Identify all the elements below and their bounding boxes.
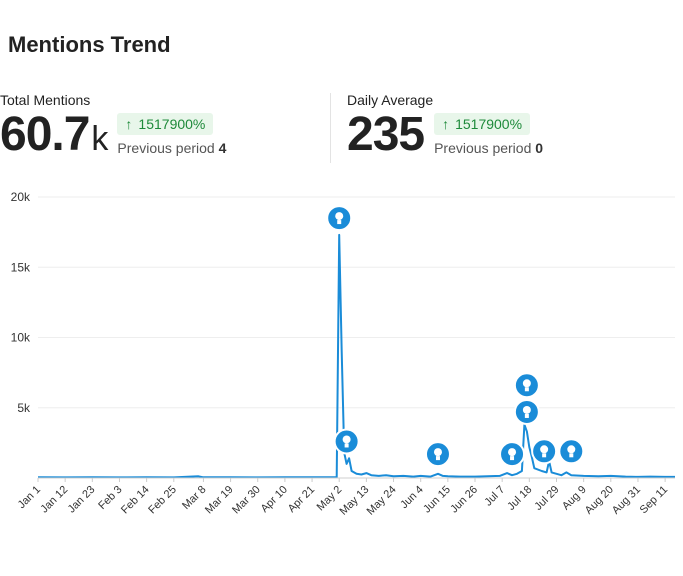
arrow-up-icon: ↑ <box>125 116 133 132</box>
lightbulb-icon <box>342 435 351 444</box>
lightbulb-base <box>524 387 529 392</box>
total-mentions-label: Total Mentions <box>0 92 91 108</box>
x-tick-label: Jun 15 <box>421 484 453 516</box>
lightbulb-icon <box>335 212 344 221</box>
y-tick-label: 5k <box>17 401 31 415</box>
x-tick-label: Feb 25 <box>146 484 179 517</box>
x-tick-label: Mar 19 <box>203 484 236 517</box>
lightbulb-icon <box>522 405 531 414</box>
x-tick-label: Jan 23 <box>66 484 98 516</box>
y-tick-label: 20k <box>11 190 31 204</box>
lightbulb-icon <box>567 445 576 454</box>
x-tick-label: Jan 12 <box>38 484 70 516</box>
total-change-value: 1517900% <box>138 116 206 132</box>
total-mentions-metric: Total Mentions 60.7k ↑ 1517900% Previous… <box>0 92 226 160</box>
x-tick-label: May 13 <box>338 484 372 518</box>
lightbulb-base <box>435 456 440 461</box>
total-mentions-value: 60.7k <box>0 108 108 161</box>
page-title: Mentions Trend <box>8 32 171 57</box>
x-tick-label: Apr 10 <box>259 484 290 515</box>
x-tick-label: Aug 31 <box>610 484 643 517</box>
x-tick-label: Aug 20 <box>583 484 616 517</box>
arrow-up-icon: ↑ <box>442 116 450 132</box>
x-tick-label: Feb 14 <box>119 484 152 517</box>
lightbulb-base <box>524 413 529 418</box>
mentions-series-line <box>37 233 675 479</box>
lightbulb-icon <box>433 448 442 457</box>
x-tick-label: Mar 30 <box>230 484 263 517</box>
x-tick-label: May 24 <box>365 484 399 518</box>
lightbulb-base <box>344 443 349 448</box>
y-tick-label: 10k <box>11 331 31 345</box>
lightbulb-base <box>337 220 342 225</box>
lightbulb-icon <box>540 445 549 454</box>
total-mentions-unit: k <box>91 120 108 158</box>
metric-divider <box>330 93 331 163</box>
x-tick-label: Jun 26 <box>448 484 480 516</box>
lightbulb-icon <box>508 448 517 457</box>
daily-average-label: Daily Average <box>347 92 434 108</box>
x-tick-label: Sep 11 <box>638 484 671 517</box>
daily-change-value: 1517900% <box>455 116 523 132</box>
y-tick-label: 15k <box>11 260 31 274</box>
total-previous-period: Previous period 4 <box>117 140 227 156</box>
lightbulb-base <box>569 453 574 458</box>
daily-average-metric: Daily Average 235 ↑ 1517900% Previous pe… <box>347 92 543 160</box>
lightbulb-icon <box>522 379 531 388</box>
x-tick-label: Jul 7 <box>482 484 507 509</box>
x-tick-label: Jul 18 <box>505 484 534 513</box>
lightbulb-base <box>510 456 515 461</box>
total-change-badge: ↑ 1517900% <box>117 113 214 135</box>
daily-change-badge: ↑ 1517900% <box>434 113 531 135</box>
x-tick-label: Apr 21 <box>286 484 317 515</box>
daily-previous-period: Previous period 0 <box>434 140 544 156</box>
lightbulb-base <box>542 453 547 458</box>
daily-average-value: 235 <box>347 108 425 161</box>
x-tick-label: Jul 29 <box>532 484 561 513</box>
